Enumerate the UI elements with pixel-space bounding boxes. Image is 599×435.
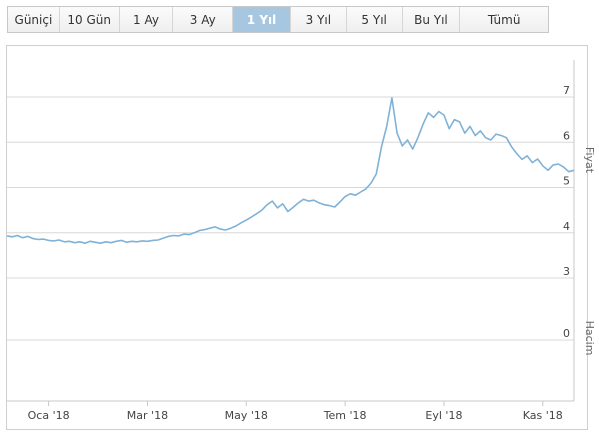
x-axis: Oca '18 Mar '18 May '18 Tem '18 Eyl '18 Kas '…: [28, 401, 563, 422]
volume-axis-title: Hacim: [583, 321, 596, 356]
y-tick-label: 7: [563, 84, 570, 97]
price-line: [6, 97, 575, 244]
x-tick-label: May '18: [225, 409, 268, 422]
y-tick-label: 5: [563, 175, 570, 188]
grid-lines: [7, 60, 575, 402]
volume-tick-label: 0: [563, 327, 570, 340]
range-button-5-yıl[interactable]: 5 Yıl: [346, 7, 403, 32]
x-tick-label: Kas '18: [523, 409, 563, 422]
y-tick-label: 6: [563, 129, 570, 142]
range-button-3-yıl[interactable]: 3 Yıl: [290, 7, 347, 32]
range-button-1-ay[interactable]: 1 Ay: [119, 7, 174, 32]
range-button-güniçi[interactable]: Güniçi: [8, 7, 60, 32]
chart-frame: [6, 45, 588, 430]
y-tick-label: 3: [563, 265, 570, 278]
range-selector: Güniçi 10 Gün 1 Ay 3 Ay 1 Yıl 3 Yıl 5 Yıl Bu Yı…: [7, 6, 549, 33]
range-button-3-ay[interactable]: 3 Ay: [173, 7, 234, 32]
price-series: [6, 97, 575, 244]
x-tick-label: Tem '18: [323, 409, 367, 422]
x-tick-label: Oca '18: [28, 409, 70, 422]
y-tick-label: 4: [563, 220, 570, 233]
x-tick-label: Mar '18: [127, 409, 168, 422]
y-axis-right: 3 4 5 6 7 0: [563, 84, 570, 340]
range-button-10-gün[interactable]: 10 Gün: [59, 7, 120, 32]
range-button-tümü[interactable]: Tümü: [460, 7, 548, 32]
range-button-1-yıl[interactable]: 1 Yıl: [233, 7, 291, 32]
range-button-bu-yıl[interactable]: Bu Yıl: [402, 7, 461, 32]
x-tick-label: Eyl '18: [425, 409, 462, 422]
price-axis-title: Fiyat: [583, 147, 596, 174]
